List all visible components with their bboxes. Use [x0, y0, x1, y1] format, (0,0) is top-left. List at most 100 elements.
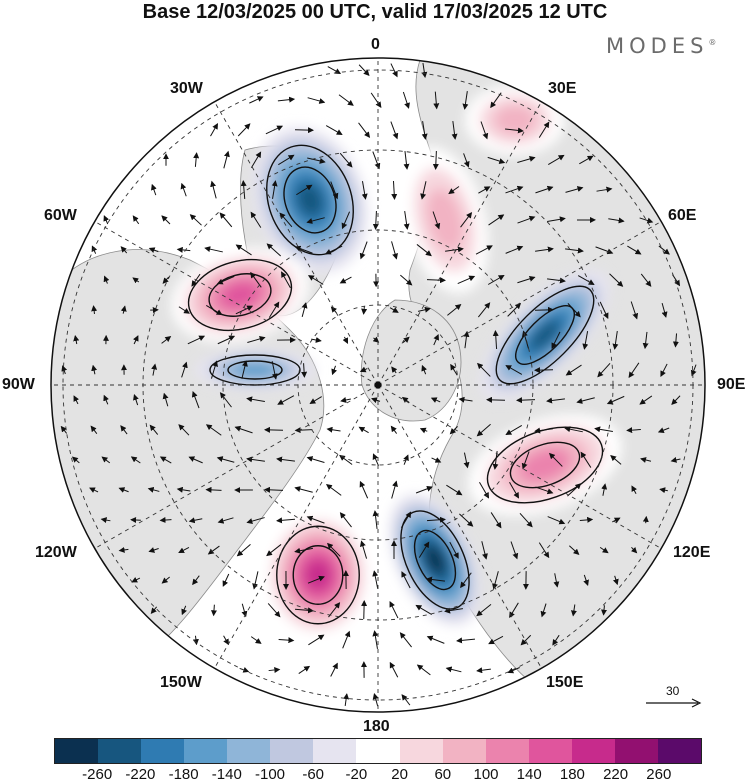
colorbar-segment [184, 739, 228, 763]
wind-vector-arrow [100, 517, 111, 524]
wind-vector-arrow [568, 545, 580, 555]
wind-vector-arrow [606, 395, 625, 405]
wind-vector-arrow [279, 212, 293, 228]
wind-vector-arrow [401, 571, 411, 589]
wind-vector-arrow [608, 217, 625, 224]
wind-vector-arrow [192, 575, 200, 586]
wind-vector-arrow [631, 485, 637, 495]
wind-vector-arrow [517, 156, 536, 163]
wind-vector-arrow [330, 662, 338, 677]
wind-vector-arrow [594, 426, 613, 433]
lon-label-120e: 120E [673, 544, 711, 561]
wind-vector-arrow [418, 541, 430, 558]
wind-vector-arrow [642, 331, 649, 350]
wind-vector-arrow [534, 306, 554, 313]
wind-vector-arrow [419, 427, 428, 434]
wind-vector-arrow [294, 486, 313, 493]
wind-vector-arrow [234, 425, 253, 434]
wind-vector-arrow [132, 277, 140, 284]
wind-vector-arrow [488, 635, 504, 645]
wind-vector-arrow [612, 331, 619, 350]
wind-vector-arrow [150, 606, 158, 614]
wind-vector-arrow [415, 485, 433, 494]
wind-vector-arrow [267, 603, 281, 618]
wind-vector-arrow [205, 304, 223, 316]
wind-vector-arrow [247, 336, 266, 343]
wind-vector-arrow [91, 364, 98, 375]
anomaly-layer [171, 85, 622, 640]
wind-vector-arrow [296, 184, 313, 196]
wind-vector-arrow [463, 452, 470, 469]
wind-vector-arrow [657, 427, 670, 433]
map-disc [51, 58, 705, 712]
wind-vector-arrow [460, 572, 472, 589]
wind-vector-arrow [205, 486, 222, 493]
wind-vector-arrow [639, 395, 653, 405]
wind-vector-arrow [456, 637, 476, 644]
wind-vector-arrow [628, 362, 640, 379]
colorbar-segment [528, 739, 572, 763]
wind-vector-arrow [268, 301, 280, 318]
wind-vector-arrow [148, 547, 159, 553]
colorbar-segment [98, 739, 142, 763]
wind-vector-arrow [547, 277, 566, 284]
colorbar-segment [442, 739, 486, 763]
wind-vector-arrow [205, 424, 222, 436]
wind-vector-arrow [306, 456, 325, 463]
wind-vector-arrow [403, 151, 410, 170]
wind-vector-arrow [426, 277, 446, 284]
wind-vector-arrow [448, 186, 460, 195]
wind-vector-arrow [120, 305, 127, 314]
wind-vector-arrow [73, 395, 79, 405]
wind-vector-arrow [235, 244, 252, 256]
wind-vector-arrow [301, 302, 308, 318]
wind-vector-arrow [488, 214, 505, 226]
height-contour-line [292, 545, 344, 605]
wind-vector-arrow [358, 426, 369, 434]
wind-vector-arrow [505, 185, 524, 194]
lon-label-150e: 150E [546, 674, 584, 691]
wind-vector-arrow [547, 516, 566, 525]
wind-vector-arrow [391, 366, 398, 374]
height-contour-line [486, 426, 604, 504]
anomaly-contour-fill [426, 188, 464, 252]
wind-vector-arrow [133, 393, 139, 406]
wind-vector-arrow [487, 156, 506, 164]
wind-vector-arrow [458, 396, 473, 403]
wind-vector-arrow [340, 397, 351, 403]
meridian-line [94, 384, 379, 549]
wind-vector-arrow [294, 607, 314, 614]
wind-vector-arrow [181, 361, 188, 378]
lon-label-150w: 150W [160, 674, 202, 691]
wind-vector-arrow [535, 185, 554, 194]
wind-vector-arrow [546, 397, 565, 404]
wind-vector-arrow [595, 246, 614, 255]
wind-vector-arrow [241, 360, 248, 379]
wind-vector-arrow [189, 214, 202, 226]
colorbar-label: -20 [345, 766, 368, 783]
wind-vector-arrow [548, 452, 563, 467]
wind-vector-arrow [130, 517, 141, 524]
wind-vector-arrow [516, 397, 536, 404]
colorbar-segment [313, 739, 357, 763]
colorbar-segment [141, 739, 185, 763]
wind-vector-arrow [486, 396, 506, 403]
wind-vector-arrow [222, 573, 230, 587]
wind-vector-arrow [490, 512, 502, 529]
wind-vector-arrow [416, 244, 432, 257]
wind-vector-arrow [583, 574, 589, 587]
wind-vector-arrow [210, 180, 217, 199]
wind-vector-arrow [658, 245, 670, 255]
colorbar-label: 20 [391, 766, 408, 783]
wind-vector-arrow [91, 245, 98, 254]
wind-vector-arrow [216, 456, 235, 463]
wind-vector-arrow [210, 123, 218, 137]
wind-vector-arrow [490, 92, 502, 109]
wind-vector-arrow [151, 183, 157, 196]
wind-vector-arrow [534, 427, 553, 434]
colorbar-label: 180 [559, 766, 585, 783]
brand-mark: ® [708, 38, 717, 47]
wind-vector-arrow [390, 425, 398, 434]
lon-label-90e: 90E [717, 376, 746, 393]
meridian-line [377, 384, 542, 669]
